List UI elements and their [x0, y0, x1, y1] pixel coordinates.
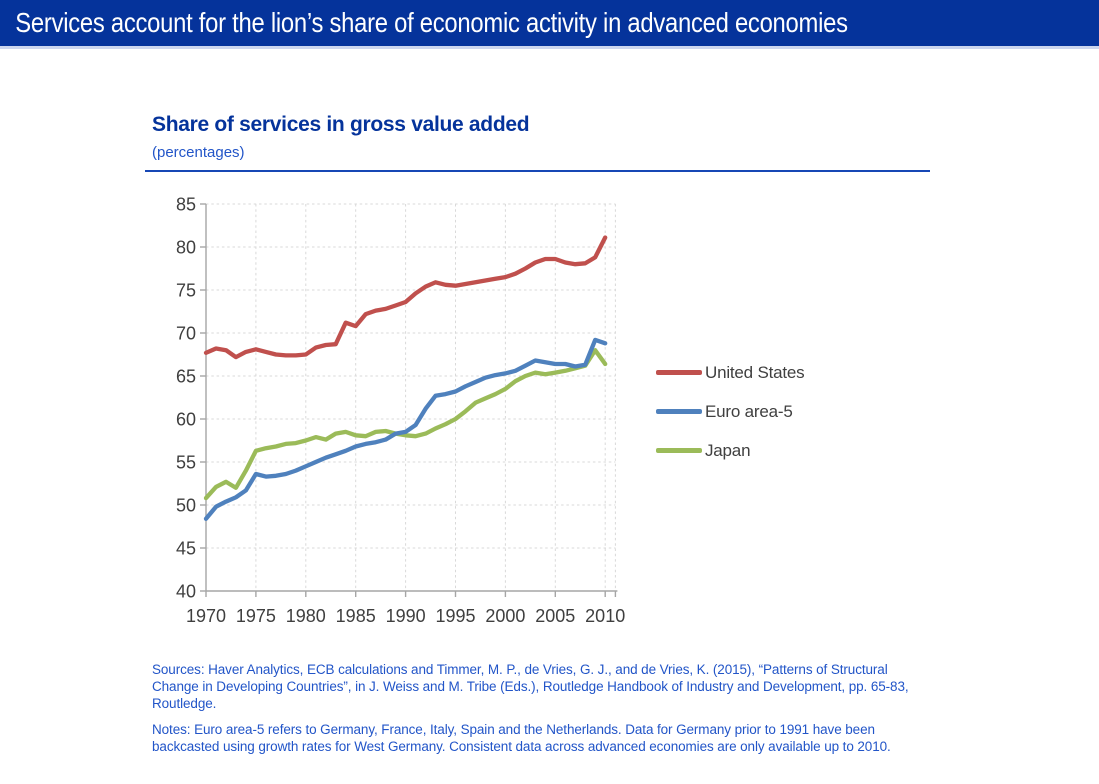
svg-text:1980: 1980	[286, 606, 326, 626]
svg-text:85: 85	[176, 194, 196, 214]
notes-note: Notes: Euro area-5 refers to Germany, Fr…	[152, 722, 891, 754]
svg-text:45: 45	[176, 538, 196, 558]
footnotes: Sources: Haver Analytics, ECB calculatio…	[152, 661, 936, 755]
legend-item-japan: Japan	[656, 438, 804, 463]
legend-item-united-states: United States	[656, 360, 805, 385]
y-gridlines	[206, 203, 616, 549]
legend: United States Euro area-5 Japan	[656, 360, 805, 463]
chart-subtitle: (percentages)	[152, 144, 245, 161]
svg-text:1985: 1985	[336, 606, 376, 626]
legend-swatch-united-states	[656, 370, 702, 375]
services-chart: 40 45 50 55 60 65 70 75 80 85 1970 1975 1980 1985 1990…	[176, 194, 625, 626]
legend-item-euro-area-5: Euro area-5	[656, 399, 804, 424]
svg-text:70: 70	[176, 323, 196, 343]
header-bar: Services account for the lion’s share of…	[0, 0, 1099, 49]
svg-text:50: 50	[176, 495, 196, 515]
svg-text:1970: 1970	[186, 606, 226, 626]
svg-text:2010: 2010	[585, 606, 625, 626]
svg-text:80: 80	[176, 237, 196, 257]
line-united-states	[203, 235, 608, 360]
svg-text:65: 65	[176, 366, 196, 386]
legend-swatch-japan	[656, 448, 702, 453]
y-axis-labels: 40 45 50 55 60 65 70 75 80 85	[176, 194, 196, 601]
legend-label-united-states: United States	[705, 362, 805, 382]
axes	[200, 203, 618, 597]
sources-note: Sources: Haver Analytics, ECB calculatio…	[152, 662, 909, 711]
svg-text:2005: 2005	[535, 606, 575, 626]
title-divider	[145, 170, 930, 172]
legend-label-japan: Japan	[705, 440, 751, 460]
svg-text:55: 55	[176, 452, 196, 472]
svg-text:1995: 1995	[435, 606, 475, 626]
chart-title: Share of services in gross value added	[152, 113, 530, 136]
legend-swatch-euro-area-5	[656, 409, 702, 414]
x-gridlines	[255, 204, 616, 591]
header-title: Services account for the lion’s share of…	[15, 7, 848, 38]
svg-text:75: 75	[176, 280, 196, 300]
svg-text:1990: 1990	[386, 606, 426, 626]
svg-text:60: 60	[176, 409, 196, 429]
svg-text:1975: 1975	[236, 606, 276, 626]
x-axis-labels: 1970 1975 1980 1985 1990 1995 2000 2005 2010	[186, 606, 625, 626]
legend-label-euro-area-5: Euro area-5	[705, 401, 793, 421]
line-euro-area-5	[203, 337, 608, 521]
svg-text:40: 40	[176, 581, 196, 601]
svg-text:2000: 2000	[485, 606, 525, 626]
line-japan	[203, 348, 608, 501]
